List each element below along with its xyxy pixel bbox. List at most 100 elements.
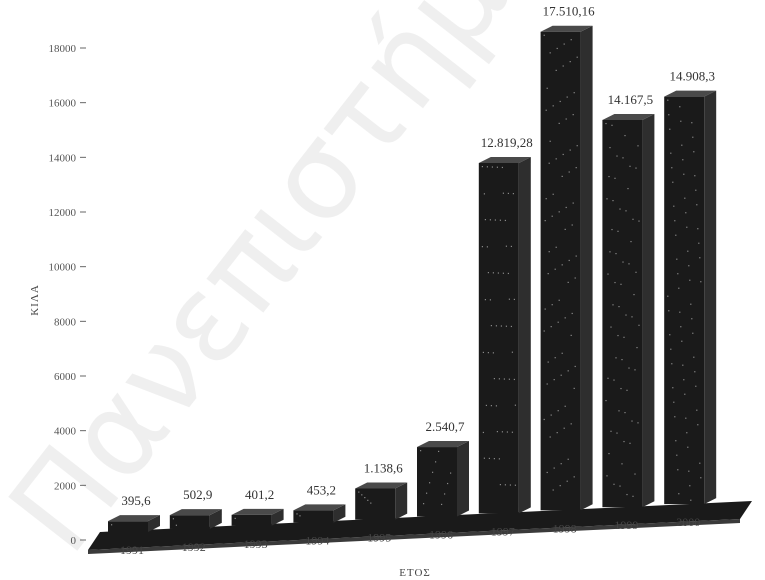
bar-texture [616,432,618,434]
bar-texture [514,484,516,486]
bar-texture [500,325,502,327]
bar-texture [691,122,693,124]
bar-texture [567,281,569,284]
bar-texture [689,485,691,487]
y-tick-label: 16000 [49,98,77,110]
bar-texture [486,246,488,248]
bar-texture [678,287,680,289]
bar-texture [625,314,627,316]
bar-top [169,509,222,516]
bar-side [333,504,346,523]
bar-texture [605,399,607,402]
bar-texture [667,295,669,297]
bar-texture [564,228,566,231]
bar-texture [682,159,684,161]
bar-texture [552,105,554,107]
bar-texture [610,326,612,328]
bar-texture [492,272,494,274]
bar-texture [618,305,620,308]
bar-texture [573,387,575,390]
bar-texture [562,153,564,156]
bar-texture [697,228,699,230]
bar-texture [635,167,637,169]
bar-texture [492,352,494,354]
bar-side [457,441,469,517]
bar-texture [544,308,546,310]
bar-texture [609,146,611,149]
bar-texture [489,299,491,301]
data-label: 1.138,6 [364,460,404,475]
bar-1998 [540,25,593,511]
bar-texture [690,303,692,305]
bar-texture [502,272,504,274]
bar-2000 [664,90,717,505]
bar-texture [545,109,547,111]
bar-texture [513,378,515,381]
bar-texture [572,114,574,116]
bar-top [231,508,284,515]
bar-front [602,119,643,508]
bar-texture [630,240,632,243]
bar-texture [567,458,569,460]
bar-texture [626,493,628,496]
bar-texture [698,242,700,244]
y-axis-title: ΚΙΛΑ [29,284,41,316]
bar-texture [490,405,492,407]
bar-top [664,90,717,97]
bar-side [518,157,531,514]
bar-texture [493,378,495,380]
bar-texture [568,259,570,262]
bar-texture [696,204,698,206]
bar-texture [511,431,513,433]
bar-texture [621,463,623,465]
bar-texture [694,371,696,373]
bar-texture [450,472,452,474]
bar-texture [487,352,489,354]
bar-texture [571,224,573,226]
bar-texture [234,517,236,520]
bar-texture [546,471,548,474]
bar-texture [570,334,572,337]
bar-texture [548,162,550,164]
bar-texture [615,357,617,359]
bar-texture [635,271,637,273]
bar-texture [555,69,557,72]
bar-texture [676,258,678,260]
bar-texture [699,257,701,259]
bar-front [169,515,210,529]
bar-texture [444,493,446,495]
bar-texture [680,326,682,328]
bar-texture [672,181,674,183]
bar-texture [615,252,617,255]
bar-side [642,113,655,508]
bar-texture [509,484,511,486]
bar-texture [632,218,634,220]
bar-texture [506,431,508,433]
bar-texture [610,430,612,432]
bar-texture [700,477,702,479]
bar-texture [562,65,564,67]
bar-texture [358,491,360,493]
y-tick-label: 2000 [54,480,77,492]
bar-texture [606,475,608,477]
bar-texture [576,56,578,58]
bar-texture [685,212,687,214]
x-tick-label: 1993 [244,537,268,551]
bar-texture [546,87,548,89]
bar-texture [567,370,569,372]
bar-front [355,488,396,520]
bar-texture [609,251,611,253]
bar-texture [553,379,555,381]
bar-texture [547,273,549,275]
bar-texture [489,219,491,221]
bar-front [231,514,272,526]
bar-texture [621,358,623,361]
bar-1992 [169,509,222,529]
bar-texture [676,454,678,456]
bar-texture [370,502,372,504]
bar-texture [486,166,488,168]
bar-texture [629,165,631,167]
bar-texture [496,166,498,168]
bar-texture [617,334,619,337]
bar-texture [555,246,557,248]
